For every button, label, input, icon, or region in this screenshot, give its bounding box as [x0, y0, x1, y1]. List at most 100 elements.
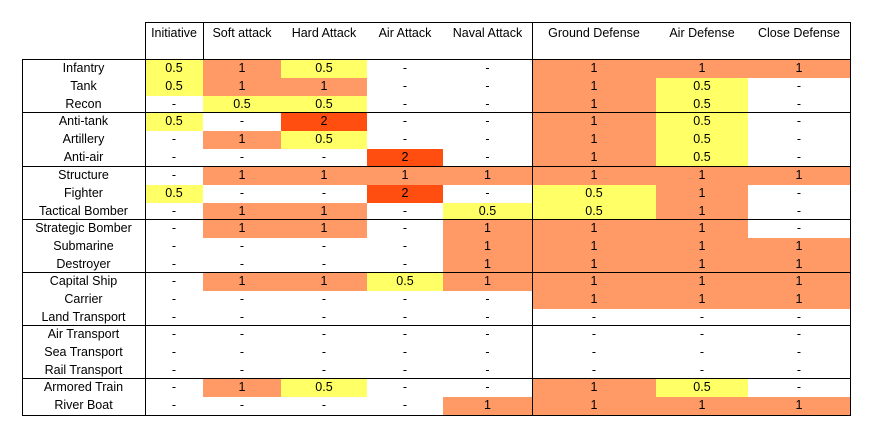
column-header: Soft attack	[212, 26, 272, 40]
value-cell: -	[796, 149, 802, 164]
value-cell: -	[402, 362, 408, 377]
value-cell: 1	[532, 60, 656, 78]
value-cell: 1	[748, 273, 850, 291]
value-cell: 2	[281, 113, 367, 131]
value-cell: -	[796, 96, 802, 111]
value-cell: -	[485, 327, 490, 341]
value-cell: 1	[656, 220, 748, 238]
gridline	[145, 22, 851, 23]
value-cell: 0.5	[656, 148, 748, 167]
value-cell: -	[485, 185, 490, 200]
value-cell: 1	[532, 148, 656, 167]
column-header: Initiative	[151, 26, 197, 40]
unit-name: Infantry	[62, 61, 105, 75]
unit-name: Tactical Bomber	[39, 203, 128, 218]
value-cell: 1	[748, 290, 850, 309]
value-cell: -	[321, 185, 327, 200]
value-cell: -	[239, 114, 245, 128]
value-cell: 0.5	[145, 77, 203, 96]
unit-name: Sea Transport	[44, 344, 123, 359]
value-cell: -	[485, 291, 490, 306]
gridline	[22, 166, 851, 167]
value-cell: -	[796, 344, 802, 359]
value-cell: 0.5	[532, 202, 656, 221]
value-cell: 1	[281, 77, 367, 96]
value-cell: -	[402, 256, 408, 271]
unit-name: Artillery	[62, 131, 105, 146]
value-cell: 1	[203, 167, 281, 185]
value-cell: -	[485, 344, 490, 359]
value-cell: 1	[203, 77, 281, 96]
value-cell: 1	[656, 167, 748, 185]
value-cell: 1	[443, 167, 532, 185]
unit-name: Capital Ship	[49, 274, 118, 288]
value-cell: 1	[748, 396, 850, 415]
value-cell: -	[485, 114, 490, 128]
value-cell: -	[321, 397, 327, 412]
value-cell: -	[239, 238, 245, 253]
value-cell: -	[171, 168, 177, 182]
value-cell: -	[485, 96, 490, 111]
value-cell: -	[171, 131, 177, 146]
value-cell: -	[699, 327, 705, 341]
value-cell: -	[321, 344, 327, 359]
value-cell: 0.5	[281, 130, 367, 149]
value-cell: 1	[656, 290, 748, 309]
value-cell: -	[321, 149, 327, 164]
value-cell: 0.5	[145, 60, 203, 78]
value-cell: 1	[532, 379, 656, 397]
value-cell: 1	[748, 167, 850, 185]
value-cell: -	[402, 61, 408, 75]
value-cell: -	[485, 131, 490, 146]
value-cell: -	[171, 274, 177, 288]
value-cell: 1	[203, 273, 281, 291]
value-cell: 0.5	[656, 113, 748, 131]
value-cell: 0.5	[443, 202, 532, 221]
value-cell: -	[239, 291, 245, 306]
value-cell: -	[171, 96, 177, 111]
value-cell: -	[239, 149, 245, 164]
unit-name: Rail Transport	[44, 362, 123, 377]
value-cell: 1	[532, 130, 656, 149]
unit-name: Anti-air	[63, 149, 104, 164]
gridline	[850, 22, 851, 416]
unit-name: Strategic Bomber	[35, 221, 132, 235]
value-cell: -	[171, 397, 177, 412]
value-cell: -	[591, 344, 597, 359]
value-cell: -	[699, 362, 705, 377]
value-cell: -	[321, 256, 327, 271]
value-cell: -	[796, 221, 802, 235]
value-cell: 0.5	[281, 379, 367, 397]
value-cell: 1	[656, 60, 748, 78]
gridline	[22, 59, 23, 416]
value-cell: -	[796, 362, 802, 377]
value-cell: 2	[367, 184, 443, 203]
value-cell: 1	[203, 60, 281, 78]
value-cell: -	[796, 185, 802, 200]
value-cell: 0.5	[532, 184, 656, 203]
value-cell: -	[402, 203, 408, 218]
value-cell: 1	[748, 255, 850, 274]
value-cell: 1	[532, 77, 656, 96]
unit-name: River Boat	[54, 397, 113, 412]
value-cell: -	[239, 185, 245, 200]
value-cell: 0.5	[281, 95, 367, 114]
value-cell: 1	[532, 95, 656, 114]
value-cell: -	[171, 380, 177, 394]
value-cell: -	[239, 397, 245, 412]
value-cell: 1	[748, 60, 850, 78]
value-cell: 1	[367, 167, 443, 185]
value-cell: 0.5	[656, 379, 748, 397]
value-cell: -	[171, 291, 177, 306]
value-cell: -	[171, 203, 177, 218]
value-cell: -	[171, 362, 177, 377]
column-header: Naval Attack	[452, 26, 523, 40]
value-cell: -	[402, 78, 408, 93]
value-cell: 0.5	[203, 95, 281, 114]
value-cell: 0.5	[281, 60, 367, 78]
value-cell: -	[402, 327, 408, 341]
value-cell: -	[485, 309, 490, 324]
unit-name: Fighter	[64, 185, 103, 200]
value-cell: -	[239, 362, 245, 377]
unit-name: Structure	[58, 168, 109, 182]
